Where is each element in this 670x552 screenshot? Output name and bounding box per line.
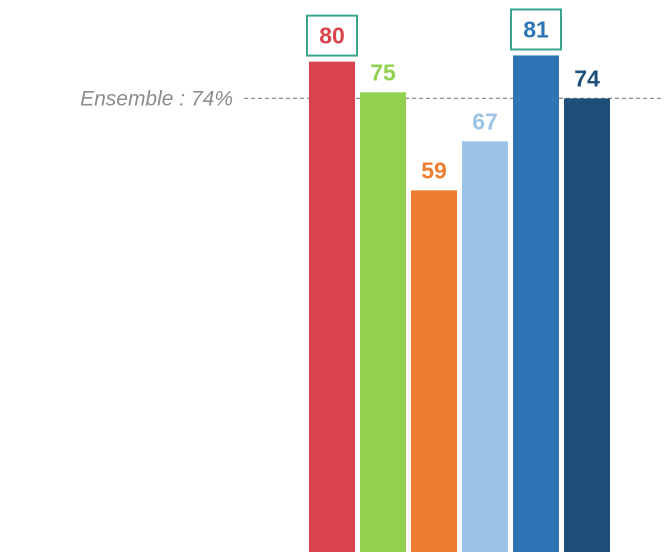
labels-group: 80 75 59 67 81 74 [306, 8, 600, 183]
value-label-3: 59 [421, 157, 447, 183]
highlight-box-5 [510, 8, 562, 51]
bar-4 [462, 141, 508, 552]
bar-1 [309, 61, 355, 552]
value-label-4: 67 [472, 108, 498, 134]
value-label-1: 80 [319, 23, 345, 49]
value-label-2: 75 [370, 59, 396, 85]
bar-3 [411, 190, 457, 552]
value-label-5: 81 [523, 16, 549, 42]
bar-2 [360, 92, 406, 552]
bar-5 [513, 55, 559, 552]
reference-line-label: Ensemble : 74% [80, 87, 233, 110]
bar-6 [564, 98, 610, 552]
value-label-6: 74 [574, 65, 600, 91]
bars-group [309, 55, 610, 552]
highlight-box-1 [306, 14, 358, 57]
